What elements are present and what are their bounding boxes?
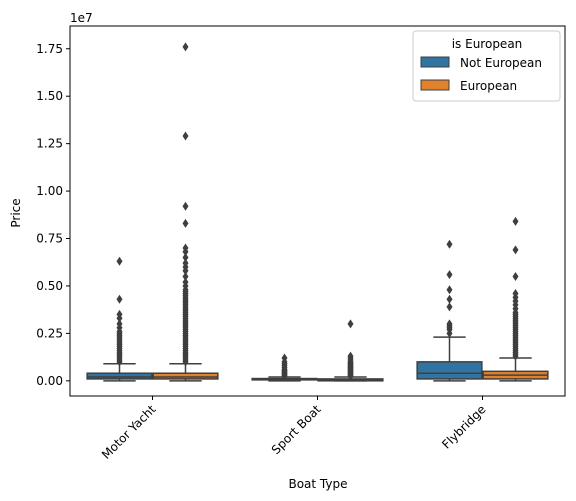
outlier-point xyxy=(446,294,453,304)
outlier-point xyxy=(182,131,189,141)
outlier-point xyxy=(446,239,453,249)
box-0-0 xyxy=(86,256,153,382)
box-iqr xyxy=(416,361,483,380)
outlier-point xyxy=(182,252,189,262)
outlier-point xyxy=(116,309,123,319)
box-1-1 xyxy=(317,319,384,382)
y-tick-label: 1.50 xyxy=(36,89,63,103)
outlier-point xyxy=(182,42,189,52)
outlier-point xyxy=(512,245,519,255)
legend-swatch-european xyxy=(420,79,450,91)
y-tick-label: 0.00 xyxy=(36,374,63,388)
legend-frame xyxy=(412,30,561,102)
outlier-point xyxy=(182,201,189,211)
box-iqr xyxy=(86,372,153,380)
outlier-point xyxy=(446,302,453,312)
x-axis: Motor Yacht Sport Boat Flybridge xyxy=(99,396,489,462)
outlier-point xyxy=(512,289,519,299)
outlier-point xyxy=(347,351,354,361)
box-2-1 xyxy=(482,216,549,382)
x-tick-label: Sport Boat xyxy=(269,402,324,457)
outlier-point xyxy=(182,277,189,287)
y-tick-label: 1.00 xyxy=(36,184,63,198)
y-axis: 0.00 0.25 0.50 0.75 1.00 1.25 1.50 1.75 xyxy=(36,42,70,388)
outlier-point xyxy=(347,319,354,329)
plot-area xyxy=(86,42,549,382)
x-tick-label: Motor Yacht xyxy=(99,402,159,462)
y-tick-label: 0.25 xyxy=(36,326,63,340)
outlier-point xyxy=(116,256,123,266)
legend-swatch-not-european xyxy=(420,56,450,68)
outlier-point xyxy=(182,258,189,268)
outlier-point xyxy=(446,270,453,280)
y-tick-label: 0.50 xyxy=(36,279,63,293)
outlier-point xyxy=(182,271,189,281)
legend-title: is European xyxy=(452,37,523,51)
legend-label-european: European xyxy=(460,79,517,93)
outlier-point xyxy=(512,271,519,281)
box-iqr xyxy=(152,372,219,380)
legend[interactable]: is European Not European European xyxy=(412,30,561,102)
y-tick-label: 1.75 xyxy=(36,42,63,56)
y-tick-label: 1.25 xyxy=(36,137,63,151)
outlier-point xyxy=(446,319,453,329)
x-axis-label: Boat Type xyxy=(288,477,347,491)
y-axis-exponent-label: 1e7 xyxy=(70,11,93,25)
y-tick-label: 0.75 xyxy=(36,232,63,246)
box-0-1 xyxy=(152,42,219,382)
outlier-point xyxy=(512,216,519,226)
y-axis-label: Price xyxy=(9,198,23,227)
outlier-point xyxy=(116,319,123,329)
outlier-point xyxy=(446,285,453,295)
outlier-point xyxy=(116,294,123,304)
outlier-point xyxy=(182,218,189,228)
outlier-point xyxy=(182,243,189,253)
box-2-0 xyxy=(416,239,483,382)
legend-label-not-european: Not European xyxy=(460,56,542,70)
outlier-point xyxy=(281,353,288,363)
x-tick-label: Flybridge xyxy=(439,402,488,451)
box-1-0 xyxy=(251,353,318,382)
